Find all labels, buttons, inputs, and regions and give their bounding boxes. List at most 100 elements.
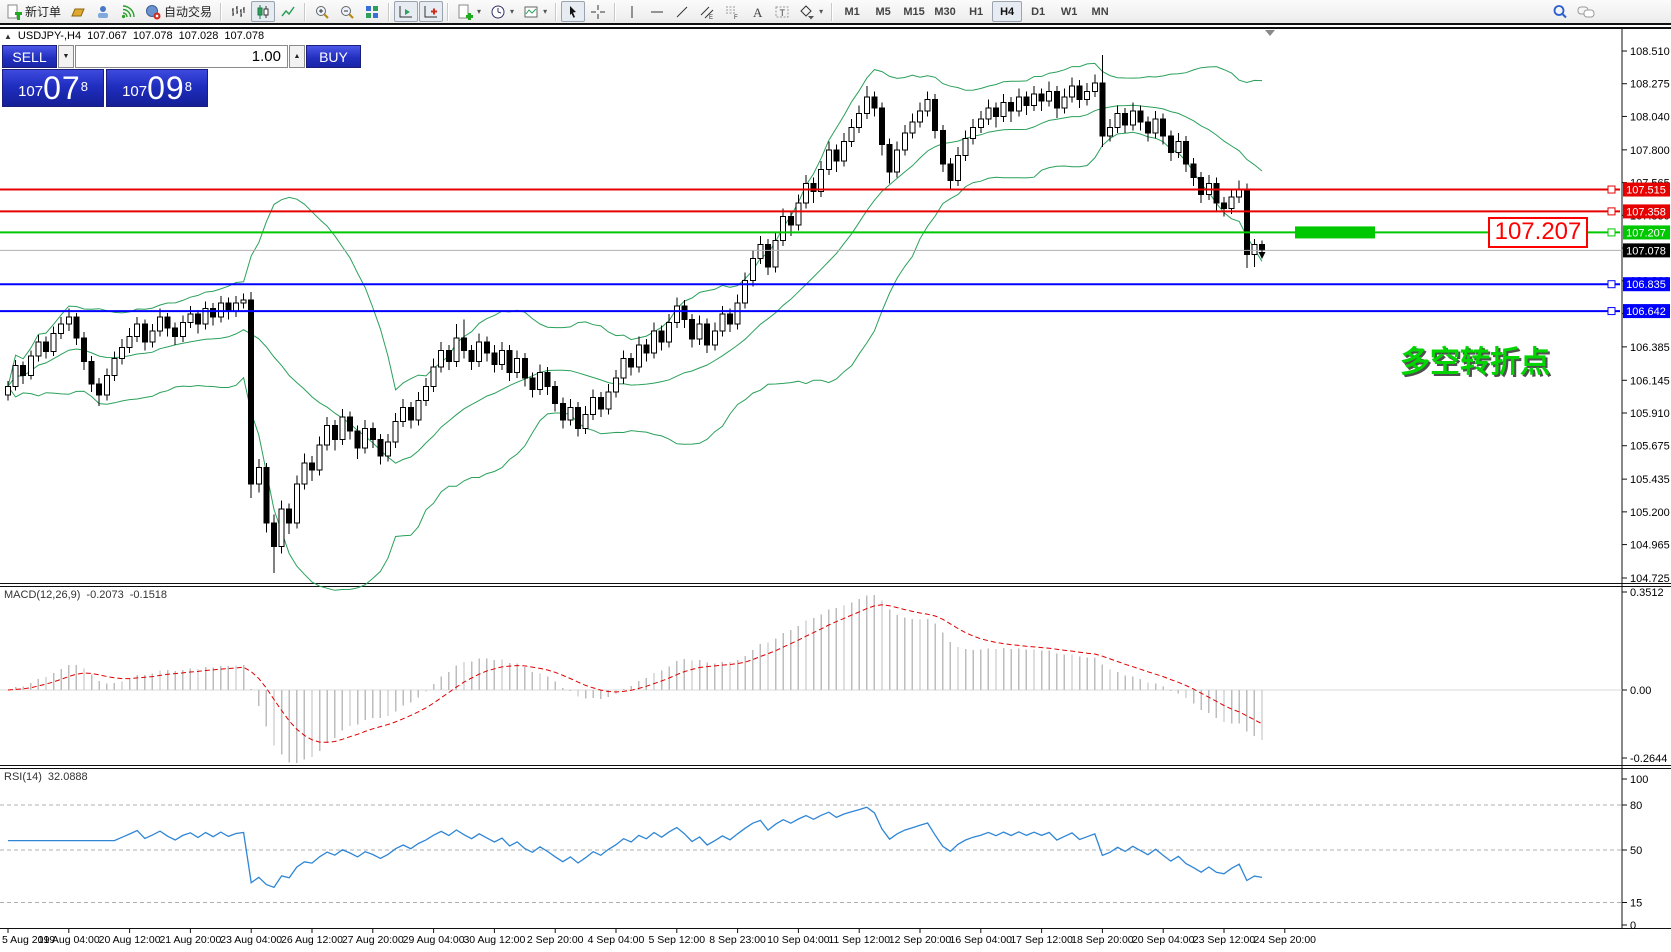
chart-shift-button[interactable] bbox=[419, 1, 444, 22]
candle-body bbox=[939, 129, 946, 165]
profiles-button[interactable] bbox=[66, 1, 90, 22]
timeframe-button[interactable]: M5 bbox=[875, 5, 891, 18]
macd-value-signal: -0.1518 bbox=[129, 589, 168, 601]
sell-price-prefix: 107 bbox=[18, 83, 44, 100]
toolbar-separator bbox=[555, 2, 558, 21]
text-icon: A bbox=[749, 4, 765, 20]
buy-button[interactable]: BUY bbox=[306, 45, 361, 68]
line-price-label bbox=[1623, 304, 1670, 319]
candle-body bbox=[673, 305, 680, 323]
rsi-axis-label: 50 bbox=[1630, 845, 1642, 857]
candle-body bbox=[1084, 90, 1091, 101]
candle-body bbox=[613, 377, 619, 393]
profiles-icon bbox=[70, 4, 86, 20]
candle-body bbox=[483, 341, 490, 354]
candle-body bbox=[1152, 118, 1159, 134]
time-tick-label: 29 Aug 04:00 bbox=[403, 934, 465, 946]
signals-button[interactable] bbox=[116, 1, 140, 22]
candle-body bbox=[575, 406, 581, 429]
tile-windows-button[interactable] bbox=[360, 1, 384, 22]
timeframe-button[interactable]: M1 bbox=[844, 5, 860, 18]
new-order-button[interactable]: 新订单 bbox=[2, 1, 65, 22]
candle-body bbox=[1046, 90, 1053, 102]
current-price-label bbox=[1623, 243, 1670, 258]
timeframe-button[interactable]: H4 bbox=[992, 1, 1023, 22]
horizontal-line-button[interactable] bbox=[645, 1, 669, 22]
candle-body bbox=[1008, 102, 1015, 112]
candle-body bbox=[1053, 90, 1060, 109]
text-label-button[interactable]: T bbox=[770, 1, 794, 22]
periods-button[interactable]: ▾ bbox=[486, 1, 518, 22]
indicators-button[interactable]: ▾ bbox=[453, 1, 485, 22]
templates-button[interactable]: ▾ bbox=[519, 1, 551, 22]
candle-body bbox=[377, 438, 384, 457]
zoom-out-button[interactable] bbox=[335, 1, 359, 22]
candle-body bbox=[1031, 93, 1037, 106]
search-button[interactable] bbox=[1548, 1, 1572, 22]
candlestick-chart-button[interactable] bbox=[251, 1, 276, 22]
candle-body bbox=[248, 299, 255, 485]
toolbar-separator bbox=[831, 2, 834, 21]
crosshair-button[interactable] bbox=[586, 1, 610, 22]
thick-line-segment[interactable] bbox=[1295, 226, 1375, 239]
timeframe-button[interactable]: D1 bbox=[1031, 5, 1046, 18]
timeframe-button[interactable]: MN bbox=[1091, 5, 1109, 18]
volume-input[interactable] bbox=[75, 45, 288, 68]
fibonacci-button[interactable]: F bbox=[720, 1, 744, 22]
line-price-label-text: 107.207 bbox=[1626, 227, 1666, 239]
candle-body bbox=[514, 358, 521, 374]
rsi-title: RSI(14) bbox=[4, 771, 42, 783]
volume-decrease-button[interactable]: ▼ bbox=[58, 45, 74, 68]
candle-body bbox=[643, 344, 650, 354]
community-icon bbox=[95, 4, 111, 20]
bar-chart-button[interactable] bbox=[226, 1, 250, 22]
time-tick-label: 20 Aug 12:00 bbox=[99, 934, 161, 946]
candle-body bbox=[559, 402, 566, 421]
main-toolbar: 新订单 自动交易 ▾ ▾ bbox=[0, 0, 1671, 25]
new-order-label: 新订单 bbox=[25, 5, 62, 19]
sell-price-big: 07 bbox=[43, 70, 81, 106]
vertical-line-button[interactable] bbox=[620, 1, 644, 22]
volume-increase-button[interactable]: ▲ bbox=[289, 45, 305, 68]
time-tick-label: 23 Sep 12:00 bbox=[1193, 934, 1256, 946]
turning-point-annotation[interactable]: 多空转折点 bbox=[1400, 346, 1550, 379]
candle-body bbox=[468, 349, 475, 362]
line-handle[interactable] bbox=[1607, 280, 1616, 289]
candle-body bbox=[521, 358, 528, 379]
community-button[interactable] bbox=[91, 1, 115, 22]
timeframe-button[interactable]: M15 bbox=[903, 5, 925, 18]
text-button[interactable]: A bbox=[745, 1, 769, 22]
cursor-button[interactable] bbox=[561, 1, 586, 22]
timeframe-button[interactable]: M30 bbox=[934, 5, 956, 18]
line-price-label-text: 107.358 bbox=[1626, 206, 1666, 218]
price-tick-label: 108.510 bbox=[1630, 46, 1670, 58]
line-handle[interactable] bbox=[1607, 185, 1616, 194]
pane-separator bbox=[0, 586, 1671, 587]
sell-price-display[interactable]: 107 07 8 bbox=[2, 69, 104, 107]
candle-body bbox=[461, 337, 467, 351]
time-tick-label: 30 Aug 12:00 bbox=[463, 934, 525, 946]
trendline-button[interactable] bbox=[670, 1, 694, 22]
buy-price-display[interactable]: 107 09 8 bbox=[106, 69, 208, 107]
time-tick-label: 12 Sep 20:00 bbox=[889, 934, 952, 946]
chat-button[interactable] bbox=[1573, 1, 1599, 22]
price-annotation-box[interactable]: 107.207 bbox=[1488, 217, 1588, 248]
line-handle[interactable] bbox=[1607, 228, 1616, 237]
timeframe-button[interactable]: W1 bbox=[1060, 5, 1078, 18]
time-tick-label: 8 Sep 23:00 bbox=[709, 934, 766, 946]
line-chart-button[interactable] bbox=[276, 1, 300, 22]
candle-body bbox=[271, 522, 277, 548]
zoom-in-button[interactable] bbox=[310, 1, 334, 22]
line-handle[interactable] bbox=[1607, 307, 1616, 316]
ohlc-values: 107.067 107.078 107.028 107.078 bbox=[87, 30, 264, 42]
timeframe-button[interactable]: H1 bbox=[969, 5, 984, 18]
candle-body bbox=[962, 138, 969, 156]
auto-scroll-button[interactable] bbox=[394, 1, 419, 22]
trade-panel-toggle-icon[interactable]: ▲ bbox=[4, 31, 12, 41]
channel-button[interactable]: E bbox=[695, 1, 719, 22]
auto-trading-button[interactable]: 自动交易 bbox=[141, 1, 216, 22]
arrows-button[interactable]: ▾ bbox=[795, 1, 827, 22]
line-handle[interactable] bbox=[1607, 207, 1616, 216]
sell-button[interactable]: SELL bbox=[2, 45, 57, 68]
